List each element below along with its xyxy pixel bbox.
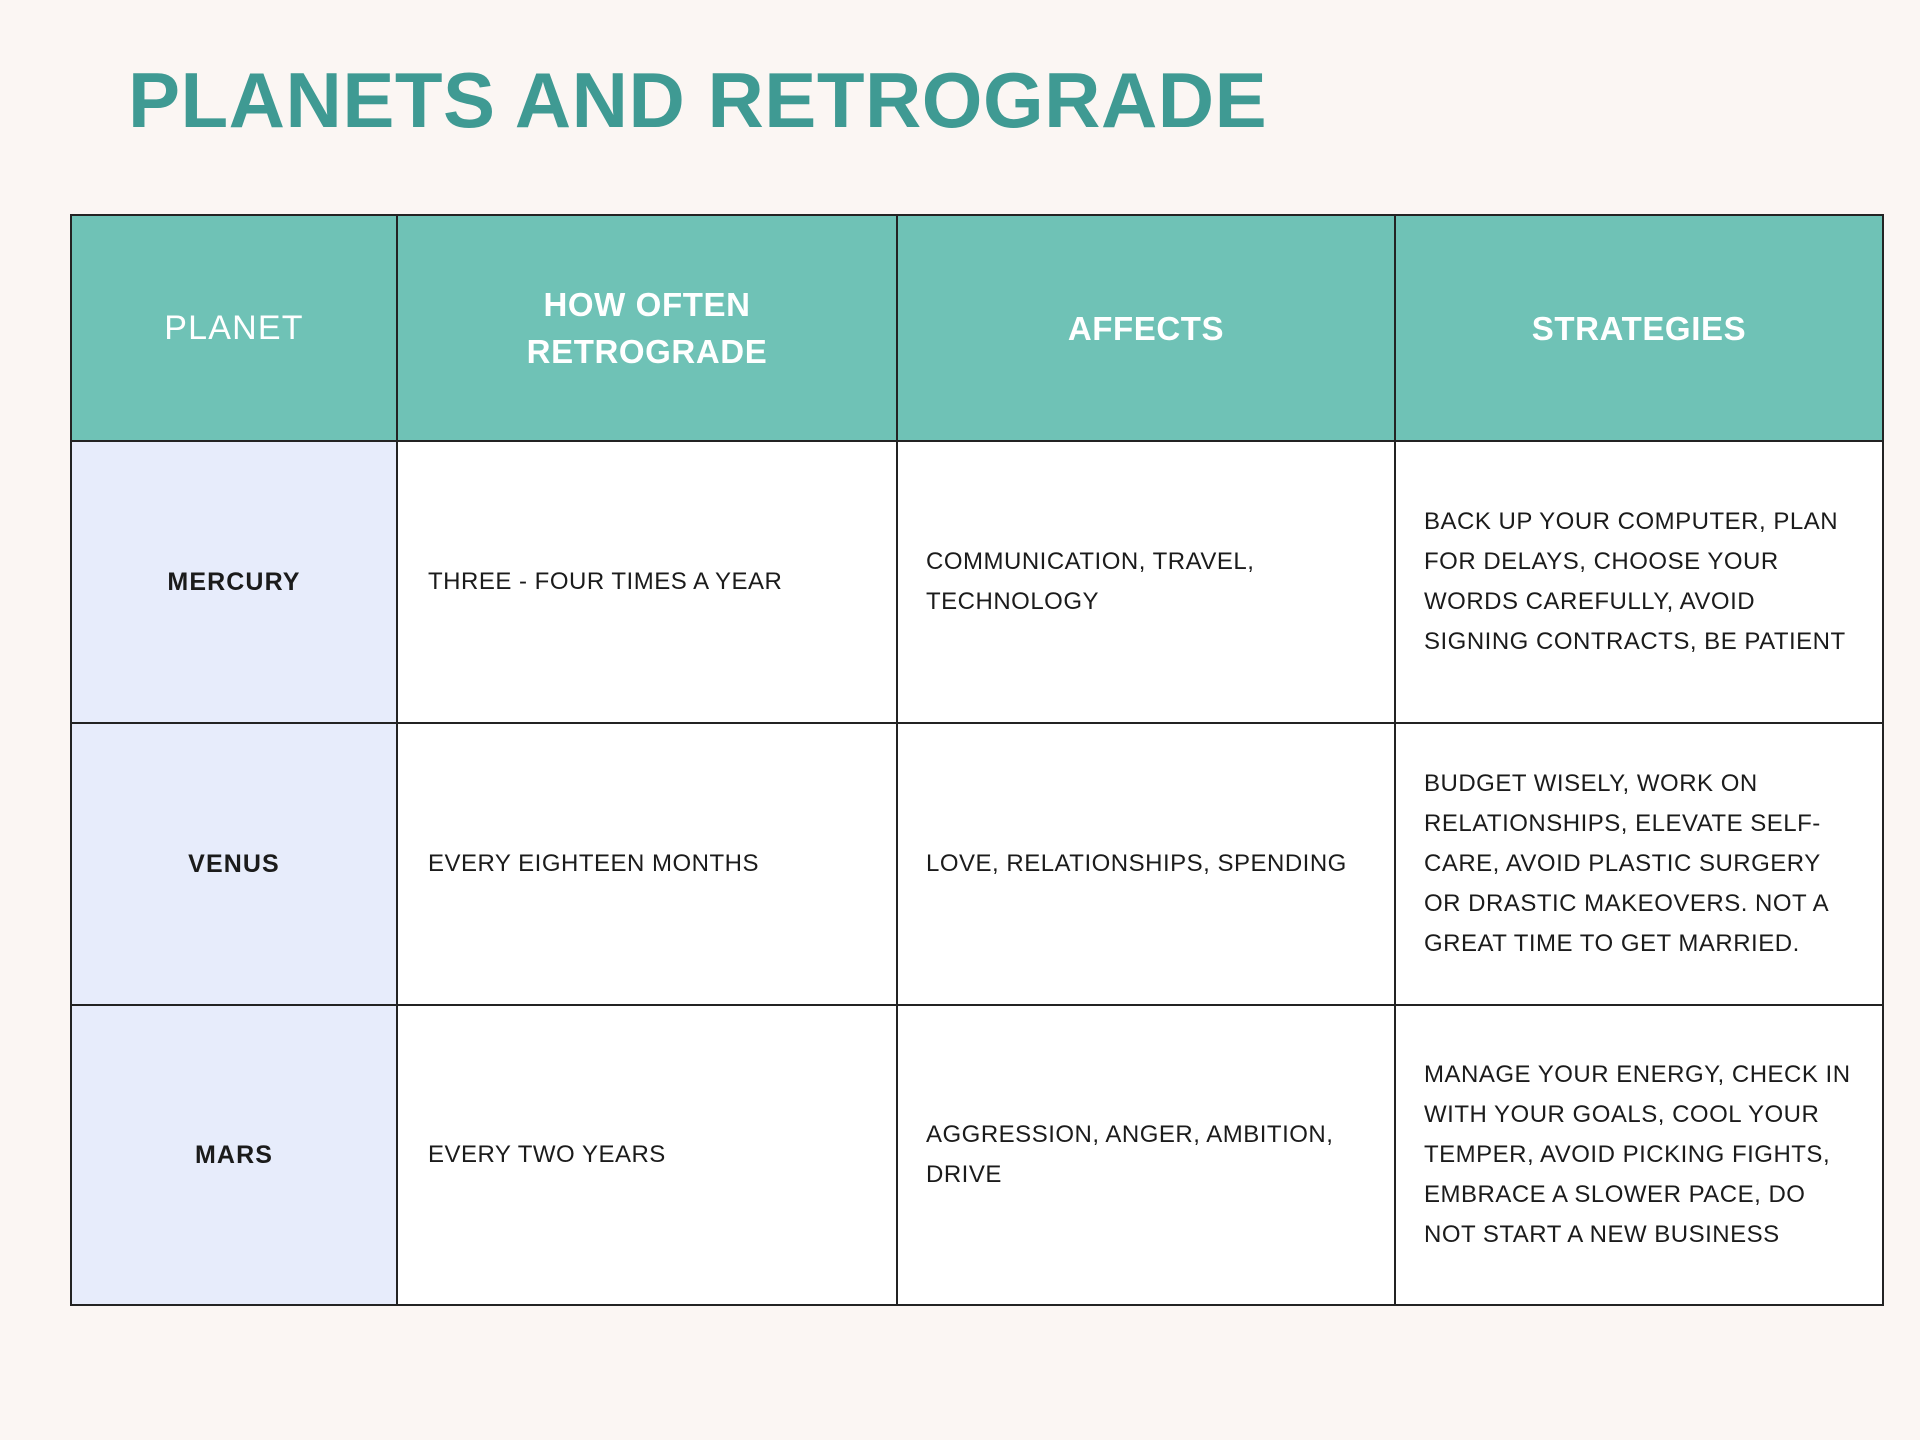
table-row: MARS EVERY TWO YEARS AGGRESSION, ANGER, … <box>70 1004 1884 1306</box>
column-header-affects: AFFECTS <box>896 214 1396 442</box>
cell-affects-venus: LOVE, RELATIONSHIPS, SPENDING <box>896 722 1396 1006</box>
column-header-frequency-line-2: RETROGRADE <box>526 333 768 370</box>
table-header: PLANET HOW OFTEN RETROGRADE AFFECTS STRA… <box>70 214 1884 442</box>
cell-affects-mercury: COMMUNICATION, TRAVEL, TECHNOLOGY <box>896 440 1396 724</box>
cell-planet-mercury: MERCURY <box>70 440 398 724</box>
cell-planet-venus: VENUS <box>70 722 398 1006</box>
cell-affects-mars: AGGRESSION, ANGER, AMBITION, DRIVE <box>896 1004 1396 1306</box>
cell-frequency-mercury: THREE - FOUR TIMES A YEAR <box>396 440 898 724</box>
cell-strategies-mercury: BACK UP YOUR COMPUTER, PLAN FOR DELAYS, … <box>1394 440 1884 724</box>
table-row: VENUS EVERY EIGHTEEN MONTHS LOVE, RELATI… <box>70 722 1884 1006</box>
column-header-frequency: HOW OFTEN RETROGRADE <box>396 214 898 442</box>
page-title: PLANETS AND RETROGRADE <box>128 56 1268 144</box>
cell-strategies-mars: MANAGE YOUR ENERGY, CHECK IN WITH YOUR G… <box>1394 1004 1884 1306</box>
column-header-frequency-line-1: HOW OFTEN <box>543 286 751 323</box>
table-header-row: PLANET HOW OFTEN RETROGRADE AFFECTS STRA… <box>70 214 1884 442</box>
column-header-strategies: STRATEGIES <box>1394 214 1884 442</box>
cell-strategies-venus: BUDGET WISELY, WORK ON RELATIONSHIPS, EL… <box>1394 722 1884 1006</box>
planets-table-container: PLANET HOW OFTEN RETROGRADE AFFECTS STRA… <box>70 214 1884 1306</box>
column-header-planet: PLANET <box>70 214 398 442</box>
table-body: MERCURY THREE - FOUR TIMES A YEAR COMMUN… <box>70 440 1884 1306</box>
cell-frequency-mars: EVERY TWO YEARS <box>396 1004 898 1306</box>
cell-frequency-venus: EVERY EIGHTEEN MONTHS <box>396 722 898 1006</box>
planets-retrograde-table: PLANET HOW OFTEN RETROGRADE AFFECTS STRA… <box>70 214 1884 1306</box>
cell-planet-mars: MARS <box>70 1004 398 1306</box>
table-row: MERCURY THREE - FOUR TIMES A YEAR COMMUN… <box>70 440 1884 724</box>
